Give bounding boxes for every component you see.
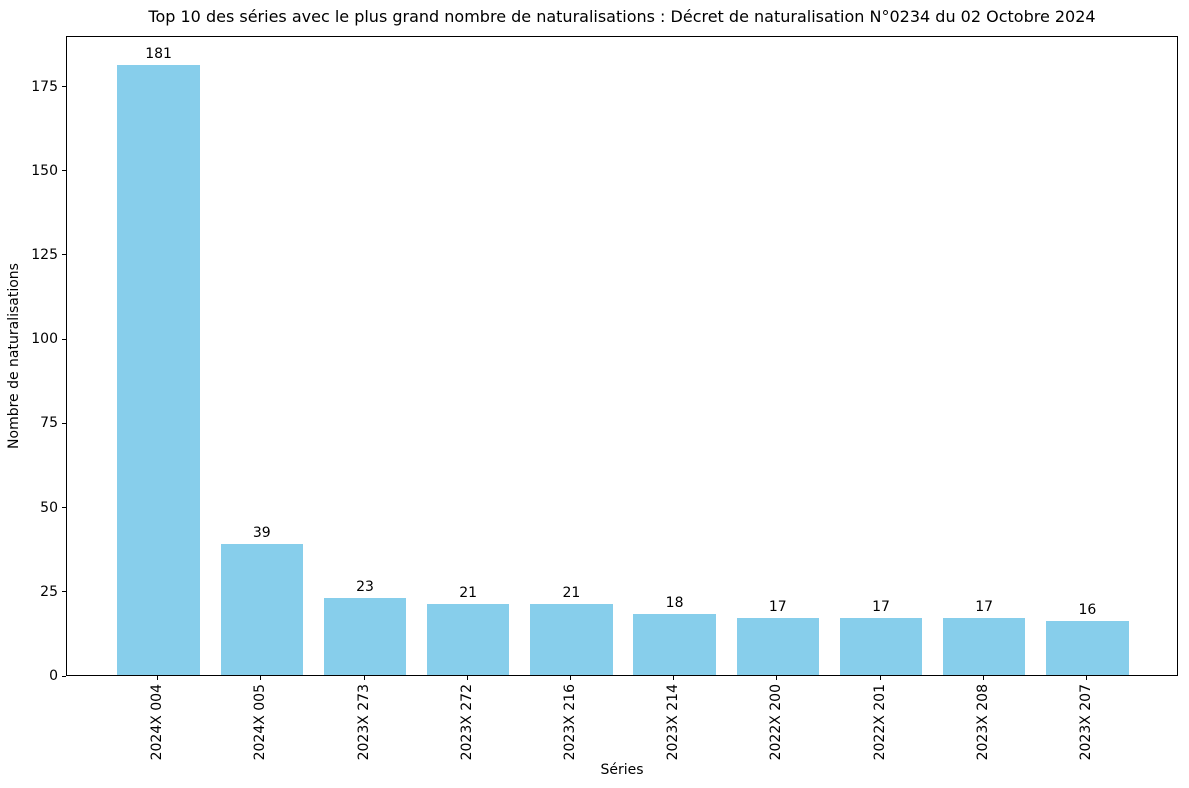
x-tick-mark bbox=[569, 676, 571, 680]
x-tick-label: 2024X 004 bbox=[149, 684, 166, 761]
x-tick-label: 2022X 201 bbox=[871, 684, 888, 761]
bar bbox=[323, 597, 407, 675]
y-tick-label: 150 bbox=[31, 162, 58, 179]
bar-value-label: 17 bbox=[872, 598, 890, 615]
plot-area: 181 39 23 21 21 18 17 17 17 16 bbox=[66, 36, 1178, 676]
x-tick-mark bbox=[879, 676, 881, 680]
bar-value-label: 21 bbox=[562, 585, 581, 602]
y-tick-mark bbox=[62, 507, 66, 509]
x-tick-mark bbox=[1085, 676, 1087, 680]
y-tick-mark bbox=[62, 254, 66, 256]
y-tick-mark bbox=[62, 591, 66, 593]
bar-value-label: 181 bbox=[145, 46, 172, 63]
x-tick-label: 2023X 208 bbox=[974, 684, 991, 761]
chart-title: Top 10 des séries avec le plus grand nom… bbox=[148, 7, 1096, 26]
y-tick-label: 50 bbox=[40, 499, 58, 516]
x-tick-label: 2023X 273 bbox=[355, 684, 372, 761]
y-tick-label: 0 bbox=[49, 668, 58, 684]
x-tick-label: 2022X 200 bbox=[768, 684, 785, 761]
y-tick-label: 75 bbox=[40, 415, 58, 432]
bar-value-label: 39 bbox=[252, 524, 271, 541]
x-axis-label: Séries bbox=[600, 762, 644, 778]
x-tick-mark bbox=[776, 676, 778, 680]
bar bbox=[633, 614, 716, 675]
x-tick-mark bbox=[982, 676, 984, 680]
y-tick-label: 25 bbox=[40, 583, 58, 600]
y-tick-mark bbox=[62, 338, 66, 340]
x-tick-mark bbox=[673, 676, 675, 680]
bar-value-label: 17 bbox=[768, 598, 787, 615]
y-axis-label-text: Nombre de naturalisations bbox=[6, 263, 22, 449]
y-tick-label: 125 bbox=[31, 246, 58, 263]
x-tick-mark bbox=[260, 676, 262, 680]
y-tick-mark bbox=[62, 86, 66, 88]
bar-value-label: 18 bbox=[665, 595, 684, 612]
bar bbox=[530, 604, 613, 675]
x-tick-label: 2023X 214 bbox=[665, 684, 682, 761]
x-tick-label: 2023X 272 bbox=[458, 684, 475, 761]
y-tick-label: 100 bbox=[31, 331, 58, 348]
bar bbox=[736, 617, 820, 675]
bar bbox=[220, 543, 304, 675]
bar bbox=[1046, 621, 1129, 675]
bar bbox=[942, 617, 1026, 675]
y-tick-mark bbox=[62, 422, 66, 424]
bar bbox=[117, 65, 200, 675]
x-tick-mark bbox=[157, 676, 159, 680]
y-tick-mark bbox=[62, 170, 66, 172]
x-tick-mark bbox=[466, 676, 468, 680]
x-tick-label: 2023X 216 bbox=[561, 684, 578, 761]
bar bbox=[839, 617, 923, 675]
y-tick-label: 175 bbox=[31, 78, 58, 95]
bar-value-label: 23 bbox=[356, 578, 374, 595]
bar-value-label: 21 bbox=[459, 585, 478, 602]
bar bbox=[426, 604, 510, 675]
x-tick-label: 2024X 005 bbox=[252, 684, 269, 761]
y-tick-mark bbox=[62, 675, 66, 677]
bar-value-label: 17 bbox=[975, 598, 994, 615]
bar-value-label: 16 bbox=[1078, 602, 1097, 619]
x-tick-mark bbox=[363, 676, 365, 680]
x-tick-label: 2023X 207 bbox=[1077, 684, 1094, 761]
